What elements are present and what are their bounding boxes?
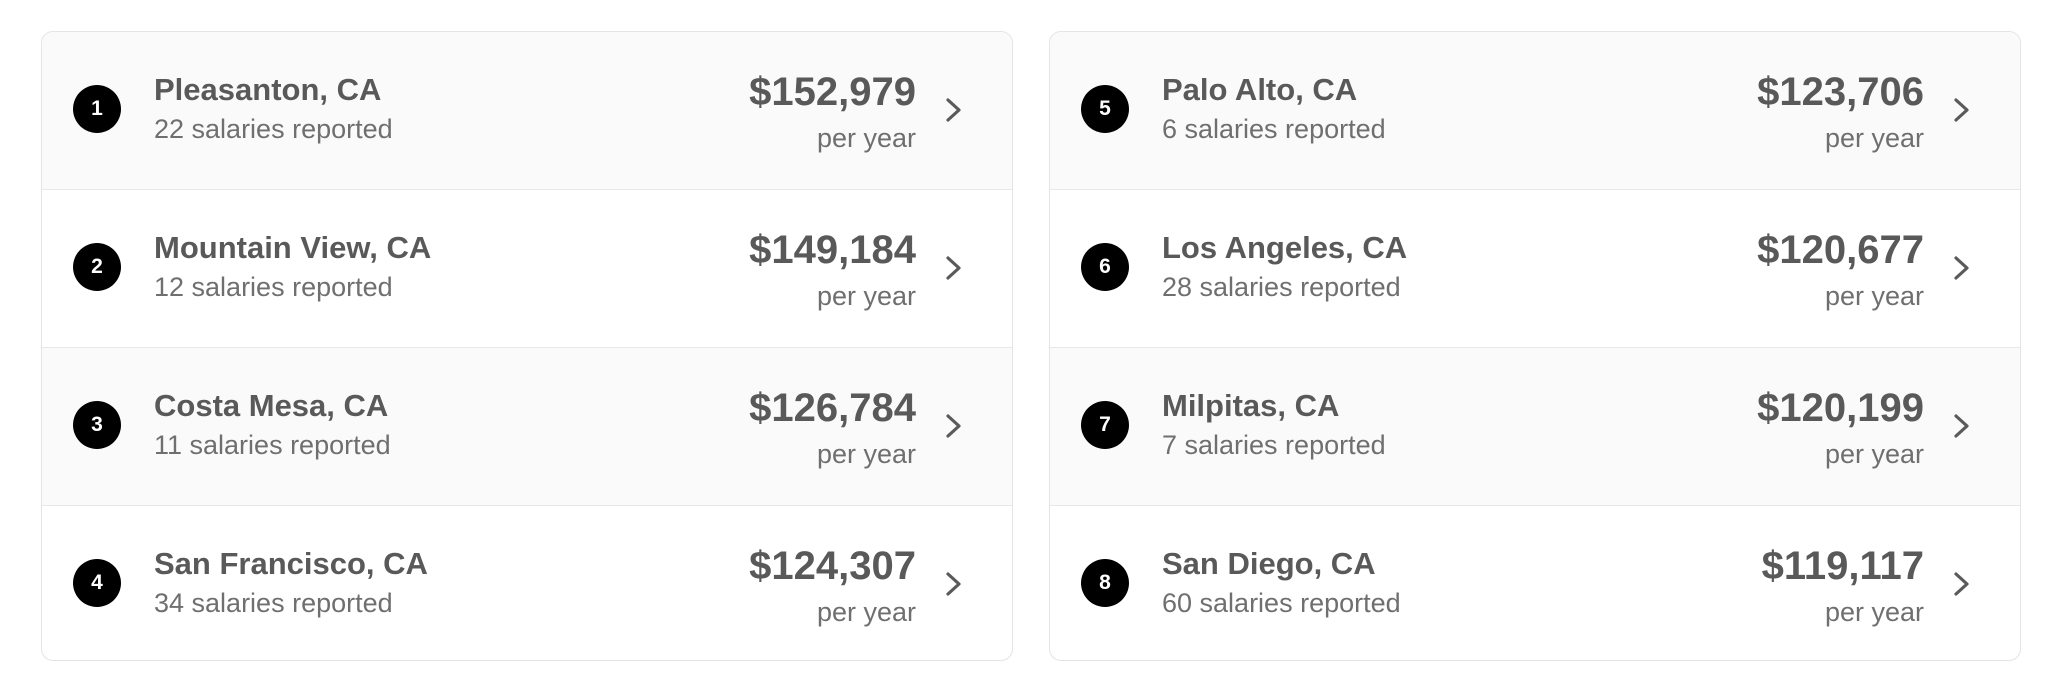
chevron-right-icon[interactable] (940, 566, 968, 602)
salary-row-los-angeles[interactable]: 6 Los Angeles, CA 28 salaries reported $… (1050, 189, 2020, 347)
salaries-reported-count: 60 salaries reported (1162, 588, 1401, 618)
average-salary: $149,184 (749, 228, 916, 272)
rank-badge: 2 (73, 243, 121, 291)
city-name: Mountain View, CA (154, 230, 432, 265)
average-salary: $126,784 (749, 386, 916, 430)
city-name: San Diego, CA (1162, 546, 1376, 581)
average-salary: $119,117 (1761, 544, 1924, 588)
average-salary: $123,706 (1757, 70, 1924, 114)
city-name: Costa Mesa, CA (154, 388, 389, 423)
city-name: Milpitas, CA (1162, 388, 1340, 423)
salary-row-mountain-view[interactable]: 2 Mountain View, CA 12 salaries reported… (42, 189, 1012, 347)
city-name: Pleasanton, CA (154, 72, 382, 107)
salaries-reported-count: 28 salaries reported (1162, 272, 1401, 302)
salary-period: per year (816, 597, 916, 627)
salary-list-card-right: 5 Palo Alto, CA 6 salaries reported $123… (1049, 31, 2021, 661)
salary-row-pleasanton[interactable]: 1 Pleasanton, CA 22 salaries reported $1… (42, 32, 1012, 189)
salary-period: per year (816, 123, 916, 153)
salaries-reported-count: 34 salaries reported (154, 588, 393, 618)
salary-row-san-francisco[interactable]: 4 San Francisco, CA 34 salaries reported… (42, 505, 1012, 660)
rank-badge: 5 (1081, 85, 1129, 133)
average-salary: $120,677 (1757, 228, 1924, 272)
chevron-right-icon[interactable] (1948, 408, 1976, 444)
salaries-reported-count: 22 salaries reported (154, 114, 393, 144)
salary-row-milpitas[interactable]: 7 Milpitas, CA 7 salaries reported $120,… (1050, 347, 2020, 505)
average-salary: $120,199 (1757, 386, 1924, 430)
chevron-right-icon[interactable] (940, 408, 968, 444)
salary-period: per year (816, 281, 916, 311)
salary-period: per year (816, 439, 916, 469)
chevron-right-icon[interactable] (1948, 250, 1976, 286)
salaries-reported-count: 11 salaries reported (154, 430, 391, 460)
rank-badge: 4 (73, 559, 121, 607)
chevron-right-icon[interactable] (940, 250, 968, 286)
rank-badge: 7 (1081, 401, 1129, 449)
average-salary: $124,307 (749, 544, 916, 588)
salary-row-palo-alto[interactable]: 5 Palo Alto, CA 6 salaries reported $123… (1050, 32, 2020, 189)
rank-badge: 3 (73, 401, 121, 449)
rank-badge: 1 (73, 85, 121, 133)
city-name: San Francisco, CA (154, 546, 428, 581)
salary-period: per year (1824, 123, 1924, 153)
chevron-right-icon[interactable] (940, 92, 968, 128)
rank-badge: 8 (1081, 559, 1129, 607)
average-salary: $152,979 (749, 70, 916, 114)
salaries-reported-count: 6 salaries reported (1162, 114, 1386, 144)
city-name: Palo Alto, CA (1162, 72, 1358, 107)
salary-period: per year (1824, 439, 1924, 469)
salary-list-card-left: 1 Pleasanton, CA 22 salaries reported $1… (41, 31, 1013, 661)
salaries-reported-count: 12 salaries reported (154, 272, 393, 302)
salary-row-san-diego[interactable]: 8 San Diego, CA 60 salaries reported $11… (1050, 505, 2020, 660)
salaries-reported-count: 7 salaries reported (1162, 430, 1386, 460)
rank-badge: 6 (1081, 243, 1129, 291)
salary-row-costa-mesa[interactable]: 3 Costa Mesa, CA 11 salaries reported $1… (42, 347, 1012, 505)
salary-period: per year (1824, 597, 1924, 627)
city-name: Los Angeles, CA (1162, 230, 1408, 265)
chevron-right-icon[interactable] (1948, 92, 1976, 128)
salary-period: per year (1824, 281, 1924, 311)
chevron-right-icon[interactable] (1948, 566, 1976, 602)
